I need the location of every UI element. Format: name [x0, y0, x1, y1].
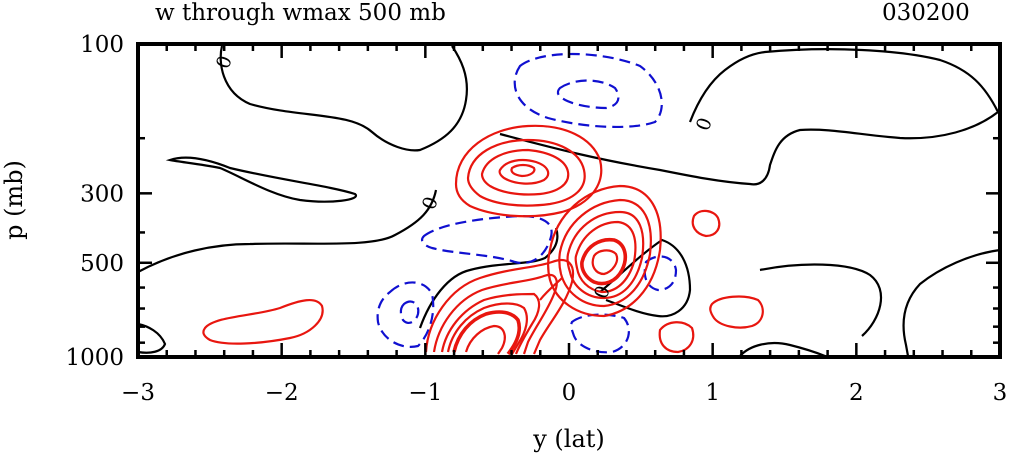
pos-contour-upper-4: [498, 159, 550, 185]
pos-contour-right-small-1: [691, 209, 721, 238]
positive-contours: [202, 124, 764, 356]
y-tick-labels: 100 300 500 1000: [65, 32, 124, 371]
contour-label: 0: [212, 53, 237, 72]
pos-contour-center-core: [591, 249, 619, 276]
contour-label: 0: [418, 194, 443, 213]
pos-contour-lower-1: [424, 258, 575, 355]
neg-contour-bottom-left-outer: [376, 281, 435, 348]
time-label: 030200: [882, 0, 970, 26]
x-tick-label: −3: [121, 380, 155, 406]
pos-contour-right-small-3: [658, 321, 695, 354]
pos-contour-center-1: [547, 184, 662, 318]
pos-contour-lower-4: [446, 302, 528, 355]
zero-contour-right-mid: [759, 263, 882, 337]
pos-contour-lower-core: [464, 324, 506, 355]
axis-ticks: [136, 42, 1002, 359]
x-tick-label: 0: [562, 380, 577, 406]
x-axis-label: y (lat): [532, 425, 605, 453]
pos-contour-lower-2: [432, 273, 558, 355]
y-axis-label: p (mb): [0, 160, 28, 240]
contour-label: 0: [692, 115, 717, 134]
zero-contour-bottom-left: [137, 322, 167, 354]
pos-contour-upper-5: [510, 163, 536, 178]
x-tick-label: −1: [408, 380, 442, 406]
pos-contour-center-max: [580, 237, 628, 286]
pos-contour-center-3: [566, 210, 645, 300]
neg-contour-mid-left: [421, 214, 553, 265]
pos-contour-center-2: [558, 198, 652, 308]
neg-contour-bottom-left-inner: [399, 300, 420, 324]
neg-contour-upper-inner: [556, 79, 620, 110]
x-tick-label: −2: [265, 380, 299, 406]
x-tick-labels: −3 −2 −1 0 1 2 3: [121, 380, 1007, 406]
zero-contours: [137, 45, 1001, 358]
contour-labels: 0 0 0 0: [212, 53, 717, 302]
pos-contour-upper-2: [466, 138, 586, 207]
zero-contour-right-band: [499, 48, 1000, 186]
y-tick-label: 500: [80, 251, 124, 277]
pos-contour-lower-max: [452, 310, 522, 356]
pos-contour-left-lower: [202, 299, 324, 345]
chart-title: w through wmax 500 mb: [155, 0, 446, 26]
negative-contours: [376, 52, 678, 354]
contour-label: 0: [590, 283, 615, 302]
x-tick-label: 3: [993, 380, 1008, 406]
zero-contour-left-finger: [137, 189, 438, 273]
pos-contour-center-4: [574, 220, 637, 294]
x-tick-label: 2: [849, 380, 864, 406]
zero-contour-left-lobe: [165, 156, 358, 203]
pos-contour-right-small-2: [709, 295, 764, 329]
y-tick-label: 1000: [65, 345, 124, 371]
zero-contour-right-lower: [902, 248, 1001, 357]
contour-layer: 0 0 0 0: [137, 45, 1001, 358]
neg-contour-bottom-center: [570, 313, 630, 354]
pos-contour-upper-3: [480, 148, 570, 196]
pos-contour-connector: [539, 277, 563, 301]
zero-contour-bottom-mid: [739, 341, 826, 358]
x-tick-label: 1: [705, 380, 720, 406]
pos-contour-lower-3: [440, 292, 541, 355]
y-tick-label: 100: [80, 32, 124, 58]
zero-contour-mid: [599, 238, 692, 318]
zero-contour-central: [418, 227, 559, 329]
neg-contour-upper-outer: [513, 52, 663, 128]
zero-contour-top-left: [219, 45, 468, 152]
neg-contour-right-small: [643, 255, 678, 292]
pos-contour-upper-1: [454, 124, 603, 218]
y-tick-label: 300: [80, 181, 124, 207]
